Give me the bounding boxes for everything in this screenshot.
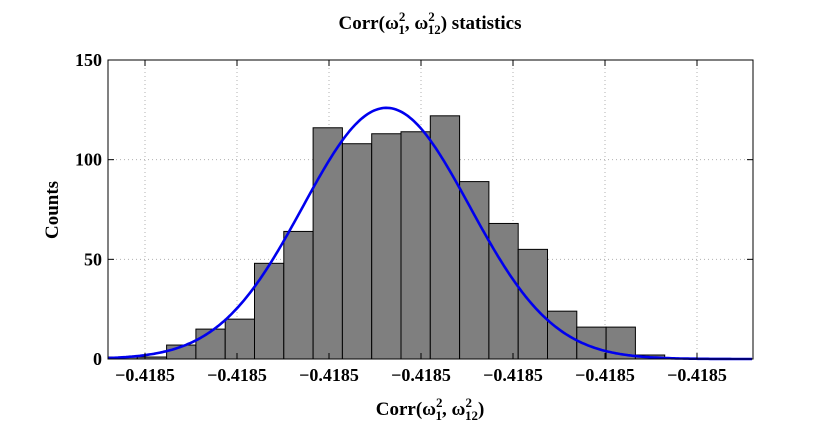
y-axis-ticks: 0 50 100 150 xyxy=(75,50,753,369)
histogram-bar xyxy=(283,230,314,360)
histogram-bar xyxy=(341,143,373,360)
histogram-bar xyxy=(312,127,343,360)
x-tick-label: −0.4185 xyxy=(667,365,727,385)
y-tick-label: 100 xyxy=(75,150,102,170)
x-tick-label: −0.4185 xyxy=(391,365,451,385)
y-tick-label: 50 xyxy=(84,249,102,269)
x-axis-ticks: −0.4185 −0.4185 −0.4185 −0.4185 −0.4185 −0.41… xyxy=(115,60,727,385)
x-tick-label: −0.4185 xyxy=(575,365,635,385)
chart-title: Corr(ω2 1, ω2 12) statistics xyxy=(339,9,522,37)
histogram-bar xyxy=(547,310,578,360)
x-tick-label: −0.4185 xyxy=(207,365,267,385)
histogram-bar xyxy=(195,328,226,360)
histogram-bar xyxy=(459,181,490,360)
histogram-bar xyxy=(371,133,402,360)
y-tick-label: 150 xyxy=(75,50,102,70)
histogram-bar xyxy=(400,131,431,360)
histogram-bar xyxy=(488,222,519,360)
gaussian-fit-curve xyxy=(107,106,752,361)
histogram-bar xyxy=(429,115,461,360)
x-tick-label: −0.4185 xyxy=(299,365,359,385)
x-tick-label: −0.4185 xyxy=(483,365,543,385)
histogram-bar xyxy=(224,318,255,360)
y-tick-label: 0 xyxy=(93,349,102,369)
y-axis-label: Counts xyxy=(42,181,63,239)
histogram-bars xyxy=(107,115,666,360)
histogram-bar xyxy=(254,262,285,360)
x-tick-label: −0.4185 xyxy=(115,365,175,385)
plot-area-frame xyxy=(107,59,754,360)
x-axis-label: Corr(ω2 1, ω2 12) xyxy=(376,395,485,423)
